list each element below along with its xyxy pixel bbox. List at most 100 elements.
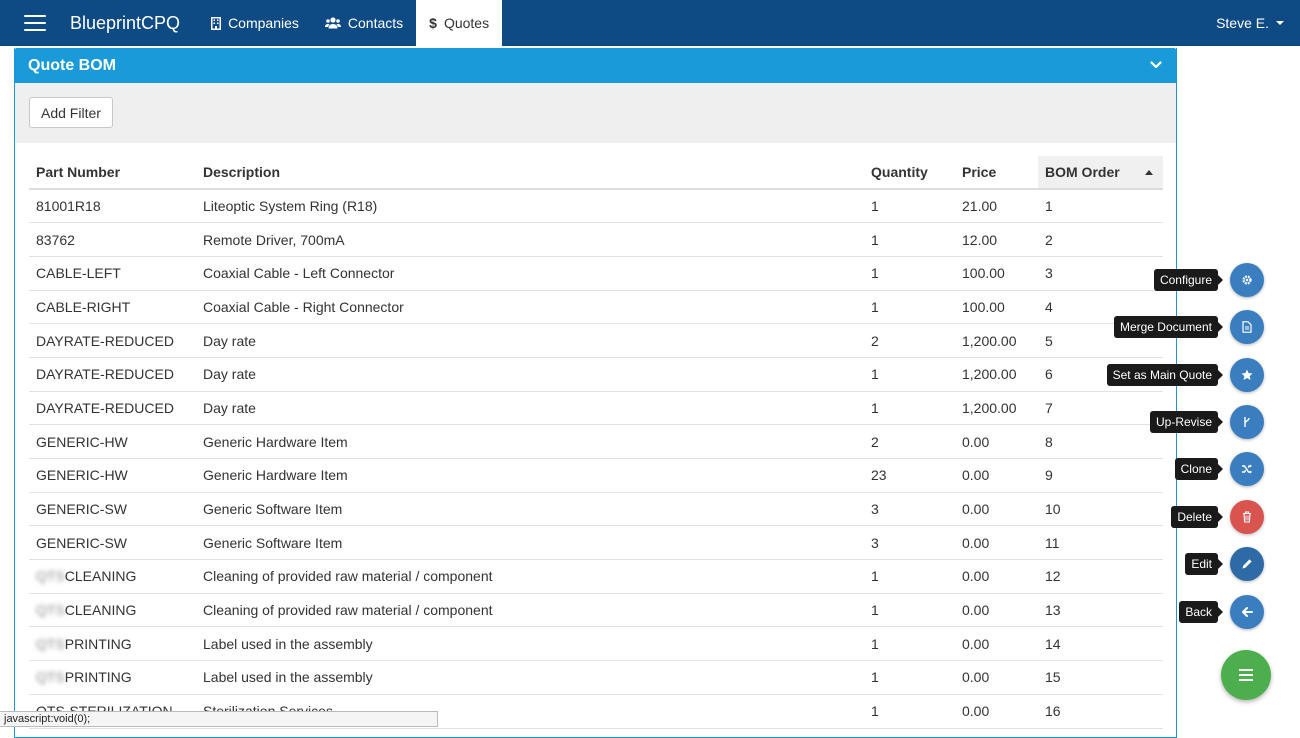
part-number-text: CABLE-RIGHT (36, 298, 131, 315)
cell-price: 0.00 (955, 492, 1038, 527)
cell-price: 100.00 (955, 256, 1038, 291)
nav-item-contacts[interactable]: Contacts (312, 0, 416, 46)
cell-description: Label used in the assembly (196, 626, 864, 662)
table-row[interactable]: GENERIC-HW Generic Hardware Item 2 0.00 8 (29, 424, 1163, 459)
column-header-part-number[interactable]: Part Number (29, 156, 196, 190)
cell-quantity: 1 (864, 593, 955, 628)
document-icon (1242, 321, 1252, 333)
cell-part-number: CABLE-RIGHT (29, 290, 196, 325)
table-row[interactable]: GENERIC-SW Generic Software Item 3 0.00 10 (29, 492, 1163, 527)
part-number-text: CLEANING (64, 568, 137, 585)
cell-bom-order: 8 (1038, 424, 1163, 459)
column-header-description[interactable]: Description (196, 156, 864, 190)
table-row[interactable]: CABLE-LEFT Coaxial Cable - Left Connector… (29, 256, 1163, 291)
redacted-prefix: QTS (36, 568, 65, 585)
fab-row-delete: Delete (1171, 500, 1264, 534)
cell-quantity: 1 (864, 290, 955, 325)
hamburger-menu-icon[interactable] (24, 15, 46, 31)
part-number-text: GENERIC-HW (36, 467, 128, 484)
cell-bom-order: 5 (1038, 323, 1163, 358)
table-row[interactable]: QTSPRINTING Label used in the assembly 1 0.… (29, 626, 1163, 662)
sort-ascending-icon (1145, 170, 1153, 175)
column-header-label: BOM Order (1045, 164, 1120, 180)
fab-tooltip-label[interactable]: Clone (1174, 458, 1224, 480)
table-row[interactable]: QTSCLEANING Cleaning of provided raw mate… (29, 593, 1163, 628)
redacted-prefix: QTS (36, 635, 65, 652)
configure-button[interactable] (1230, 263, 1264, 297)
panel-heading[interactable]: Quote BOM (15, 48, 1176, 83)
part-number-text: PRINTING (64, 635, 132, 652)
cell-description: Generic Hardware Item (196, 424, 864, 459)
cell-description: Cleaning of provided raw material / comp… (196, 559, 864, 594)
delete-button[interactable] (1230, 500, 1264, 534)
cell-bom-order: 9 (1038, 458, 1163, 493)
table-row[interactable]: GENERIC-HW Generic Hardware Item 23 0.00 9 (29, 458, 1163, 493)
fab-tooltip-label[interactable]: Set as Main Quote (1106, 364, 1224, 386)
table-row[interactable]: QTSCLEANING Cleaning of provided raw mate… (29, 559, 1163, 594)
cell-price: 0.00 (955, 694, 1038, 729)
fab-menu-button[interactable] (1221, 650, 1271, 700)
table-row[interactable]: 81001R18 Liteoptic System Ring (R18) 1 21.0… (29, 189, 1163, 224)
fab-tooltip-label[interactable]: Delete (1171, 506, 1223, 528)
set-as-main-quote-button[interactable] (1230, 358, 1264, 392)
cell-bom-order: 7 (1038, 391, 1163, 426)
add-filter-button[interactable]: Add Filter (29, 97, 113, 128)
part-number-text: 83762 (36, 231, 75, 248)
fab-row-merge-document: Merge Document (1113, 310, 1264, 344)
up-revise-button[interactable] (1230, 405, 1264, 439)
cell-part-number: DAYRATE-REDUCED (29, 357, 196, 392)
cell-price: 1,200.00 (955, 357, 1038, 392)
top-navbar: BlueprintCPQ Companies Contacts $ Quotes… (0, 0, 1300, 46)
table-row[interactable]: DAYRATE-REDUCED Day rate 1 1,200.00 7 (29, 391, 1163, 426)
nav-item-quotes[interactable]: $ Quotes (416, 0, 503, 46)
fab-tooltip-label[interactable]: Up-Revise (1149, 411, 1224, 433)
table-row[interactable]: QTSPRINTING Label used in the assembly 1 0.… (29, 660, 1163, 695)
part-number-text: CABLE-LEFT (36, 265, 121, 282)
cell-quantity: 3 (864, 525, 955, 561)
pencil-icon (1241, 558, 1253, 570)
clone-button[interactable] (1230, 452, 1264, 486)
table-row[interactable]: GENERIC-SW Generic Software Item 3 0.00 11 (29, 525, 1163, 561)
redacted-prefix: QTS (36, 602, 65, 619)
table-header-row: Part Number Description Quantity Price B… (29, 156, 1163, 190)
browser-status-bar: javascript:void(0); (0, 711, 438, 727)
cell-quantity: 1 (864, 391, 955, 426)
fab-tooltip-label[interactable]: Back (1179, 601, 1223, 623)
cell-description: Day rate (196, 323, 864, 358)
cell-description: Coaxial Cable - Right Connector (196, 290, 864, 325)
cell-price: 0.00 (955, 593, 1038, 628)
part-number-text: DAYRATE-REDUCED (36, 332, 174, 349)
brand-logo[interactable]: BlueprintCPQ (70, 12, 181, 33)
cell-quantity: 1 (864, 694, 955, 729)
cell-quantity: 1 (864, 559, 955, 594)
column-header-quantity[interactable]: Quantity (864, 156, 955, 190)
table-row[interactable]: 83762 Remote Driver, 700mA 1 12.00 2 (29, 222, 1163, 257)
table-row[interactable]: DAYRATE-REDUCED Day rate 1 1,200.00 6 (29, 357, 1163, 392)
column-header-price[interactable]: Price (955, 156, 1038, 190)
fab-tooltip-label[interactable]: Merge Document (1113, 316, 1224, 338)
user-menu[interactable]: Steve E. (1216, 0, 1284, 46)
cell-price: 0.00 (955, 525, 1038, 561)
cell-quantity: 1 (864, 189, 955, 224)
cell-bom-order: 2 (1038, 222, 1163, 257)
edit-button[interactable] (1230, 547, 1264, 581)
cell-price: 1,200.00 (955, 391, 1038, 426)
cell-description: Cleaning of provided raw material / comp… (196, 593, 864, 628)
column-header-bom-order[interactable]: BOM Order (1038, 156, 1163, 190)
star-icon (1241, 369, 1253, 381)
cell-part-number: QTSCLEANING (29, 559, 196, 594)
nav-item-companies[interactable]: Companies (198, 0, 312, 46)
fab-tooltip-label[interactable]: Configure (1153, 269, 1224, 291)
back-button[interactable] (1230, 595, 1264, 629)
merge-document-button[interactable] (1230, 310, 1264, 344)
cell-description: Day rate (196, 391, 864, 426)
table-row[interactable]: DAYRATE-REDUCED Day rate 2 1,200.00 5 (29, 323, 1163, 358)
fab-tooltip-label[interactable]: Edit (1185, 553, 1223, 575)
cell-part-number: QTSCLEANING (29, 593, 196, 628)
shuffle-icon (1241, 463, 1253, 475)
caret-down-icon (1276, 21, 1284, 25)
chevron-down-icon[interactable] (1150, 59, 1162, 71)
cell-quantity: 1 (864, 357, 955, 392)
table-row[interactable]: CABLE-RIGHT Coaxial Cable - Right Connect… (29, 290, 1163, 325)
cell-part-number: GENERIC-HW (29, 424, 196, 459)
